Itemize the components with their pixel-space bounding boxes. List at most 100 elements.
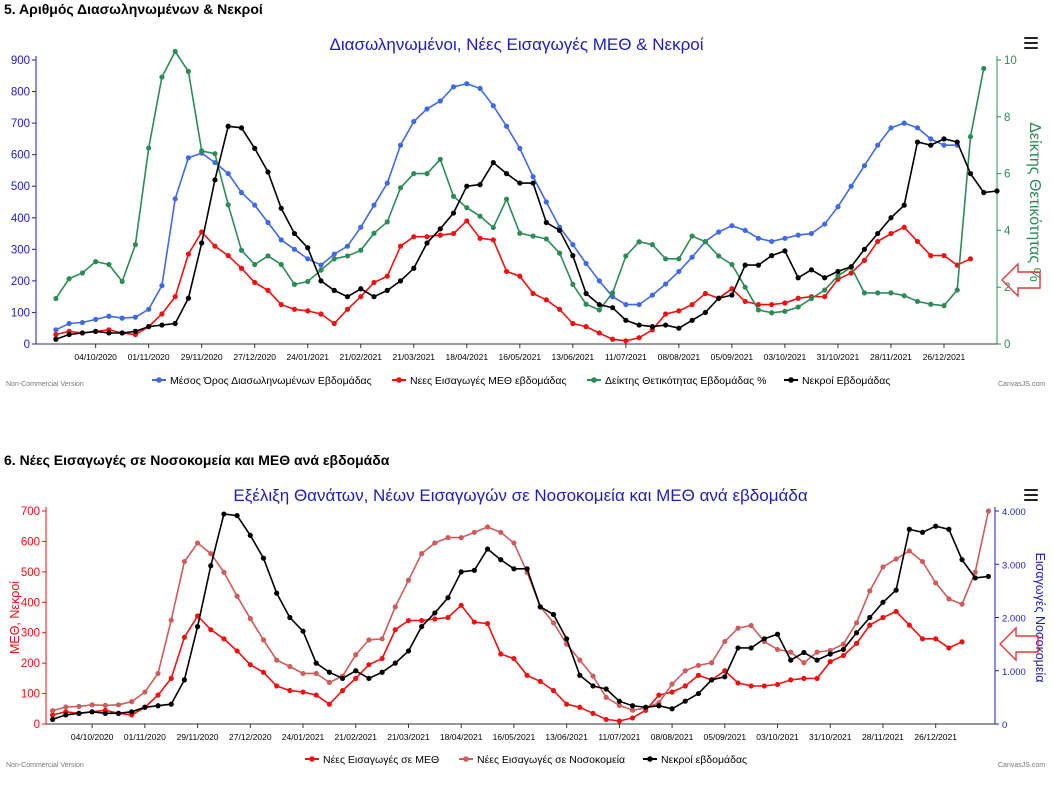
- data-point: [941, 303, 947, 309]
- data-point: [53, 331, 59, 338]
- legend-label-2[interactable]: Νεκροί εβδομάδας: [661, 754, 747, 766]
- data-point: [287, 687, 293, 694]
- data-point: [318, 267, 324, 273]
- data-point: [782, 235, 788, 241]
- legend-label-0[interactable]: Νέες Εισαγωγές σε ΜΕΘ: [323, 754, 439, 766]
- chart1-menu-button[interactable]: [1022, 34, 1040, 50]
- y-left-tick-label: 200: [11, 276, 30, 288]
- legend-label-2[interactable]: Δείκτης Θετικότητας Εβδομάδας %: [605, 375, 767, 387]
- data-point: [880, 614, 886, 621]
- data-point: [709, 660, 715, 666]
- y-right-tick-label: 2.000: [1002, 614, 1026, 625]
- data-point: [861, 163, 868, 169]
- data-point: [339, 675, 346, 681]
- data-point: [477, 235, 483, 241]
- data-point: [490, 237, 496, 243]
- legend-label-1[interactable]: Νέες Εισαγωγές σε Νοσοκομεία: [477, 754, 625, 766]
- legend-marker-0[interactable]: [309, 756, 315, 762]
- data-point: [159, 322, 165, 328]
- data-point: [79, 330, 85, 336]
- data-point: [344, 306, 351, 312]
- data-point: [450, 193, 457, 199]
- data-point: [181, 558, 187, 565]
- data-point: [835, 268, 841, 275]
- data-point: [623, 317, 629, 323]
- data-point: [603, 716, 609, 723]
- legend-label-1[interactable]: Νεες Εισαγωγές ΜΕΘ εβδομάδας: [410, 375, 567, 387]
- data-point: [265, 169, 271, 175]
- data-point: [906, 622, 912, 628]
- data-point: [313, 670, 319, 677]
- data-point: [384, 219, 390, 225]
- data-point: [985, 573, 992, 580]
- data-point: [848, 270, 854, 276]
- series-line-1: [52, 510, 990, 712]
- data-point: [742, 262, 748, 268]
- y-left-tick-label: 400: [21, 597, 40, 609]
- x-tick-label: 11/07/2021: [598, 732, 640, 742]
- data-point: [590, 673, 596, 679]
- data-point: [629, 707, 636, 713]
- data-point: [132, 314, 139, 320]
- x-tick-label: 08/08/2021: [658, 352, 701, 362]
- data-point: [603, 686, 609, 692]
- data-point: [530, 180, 536, 186]
- data-point: [287, 614, 293, 621]
- data-point: [366, 675, 372, 681]
- data-point: [450, 210, 457, 216]
- data-point: [331, 251, 337, 257]
- credit-link-1[interactable]: CanvasJS.com: [998, 381, 1046, 388]
- data-point: [556, 250, 563, 256]
- data-point: [722, 674, 728, 680]
- data-point: [682, 683, 688, 689]
- data-point: [278, 205, 284, 211]
- data-point: [755, 262, 762, 268]
- data-point: [445, 535, 451, 541]
- y-left-tick-label: 0: [24, 339, 30, 351]
- y-left-tick-label: 800: [11, 87, 30, 99]
- data-point: [411, 118, 417, 125]
- data-point: [928, 136, 934, 142]
- data-point: [906, 526, 912, 532]
- data-point: [914, 298, 921, 304]
- data-point: [247, 662, 253, 668]
- data-point: [893, 556, 899, 562]
- y-right-tick-label: 2: [1004, 282, 1010, 294]
- data-point: [702, 239, 708, 245]
- data-point: [577, 704, 583, 710]
- chart-intubated-icu-deaths: Διασωληνωμένοι, Νέες Εισαγωγές ΜΕΘ & Νεκ…: [11, 35, 1043, 387]
- data-point: [419, 617, 425, 624]
- data-point: [941, 142, 947, 148]
- data-point: [511, 566, 517, 572]
- data-point: [471, 567, 477, 573]
- data-point: [419, 551, 425, 557]
- legend-marker-1[interactable]: [463, 756, 469, 762]
- legend-marker-2[interactable]: [591, 377, 597, 383]
- data-point: [119, 278, 125, 285]
- chart2-menu-button[interactable]: [1022, 486, 1040, 502]
- data-point: [146, 306, 152, 312]
- data-point: [503, 123, 510, 129]
- legend-label-3[interactable]: Νεκροί Εβδομάδας: [802, 375, 890, 387]
- legend-marker-3[interactable]: [788, 377, 794, 383]
- legend-marker-1[interactable]: [396, 377, 402, 383]
- data-point: [537, 604, 543, 610]
- data-point: [742, 227, 748, 233]
- data-point: [840, 652, 847, 659]
- data-point: [822, 294, 828, 300]
- data-point: [742, 284, 748, 290]
- data-point: [801, 660, 807, 666]
- legend-marker-2[interactable]: [647, 756, 653, 762]
- legend-marker-0[interactable]: [156, 377, 162, 383]
- data-point: [933, 523, 939, 529]
- data-point: [702, 309, 708, 316]
- data-point: [305, 256, 311, 262]
- data-point: [458, 535, 464, 541]
- data-point: [208, 627, 214, 633]
- data-point: [405, 648, 412, 654]
- data-point: [795, 275, 801, 281]
- data-point: [919, 636, 926, 642]
- data-point: [358, 286, 364, 292]
- credit-link-2[interactable]: CanvasJS.com: [998, 762, 1046, 769]
- legend-label-0[interactable]: Μέσος Όρος Διασωληνωμένων Εβδομάδας: [170, 375, 372, 387]
